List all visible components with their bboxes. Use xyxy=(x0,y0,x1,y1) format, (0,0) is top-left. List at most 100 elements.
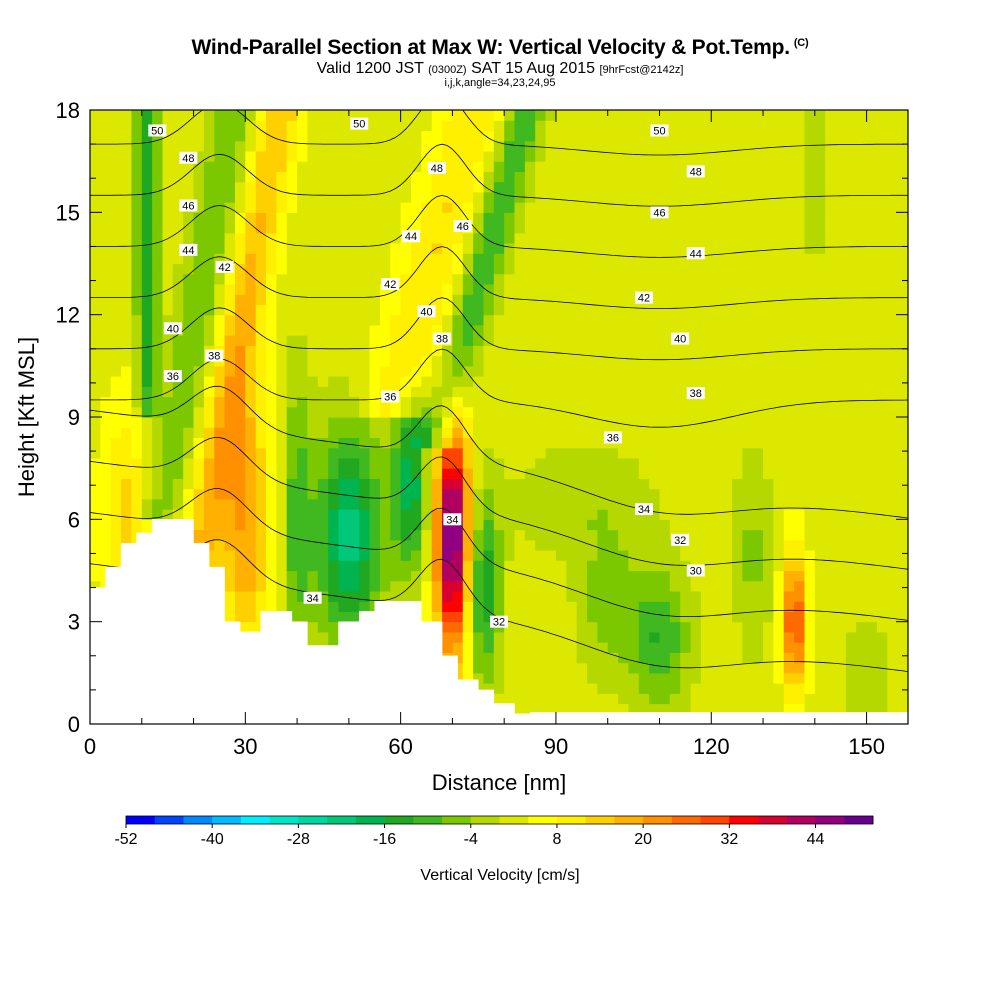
field-cell xyxy=(535,202,547,213)
field-cell xyxy=(669,191,681,203)
field-cell xyxy=(411,447,422,459)
field-cell xyxy=(866,294,878,305)
field-cell xyxy=(752,529,764,541)
field-cell xyxy=(411,171,422,183)
field-cell xyxy=(338,468,350,479)
field-cell xyxy=(100,140,112,152)
field-cell xyxy=(462,642,474,653)
field-cell xyxy=(152,457,164,469)
field-cell xyxy=(721,703,733,715)
field-cell xyxy=(131,386,143,398)
field-cell xyxy=(172,396,184,408)
field-cell xyxy=(887,621,899,633)
field-cell xyxy=(669,457,681,469)
field-cell xyxy=(504,140,516,152)
field-cell xyxy=(607,519,619,531)
field-cell xyxy=(659,570,671,582)
field-cell xyxy=(504,345,516,357)
field-cell xyxy=(804,345,816,357)
field-cell xyxy=(100,550,112,561)
field-cell xyxy=(587,703,598,715)
field-cell xyxy=(628,150,640,162)
field-cell xyxy=(514,703,526,715)
field-cell xyxy=(835,683,847,694)
field-cell xyxy=(162,304,174,316)
field-cell xyxy=(555,662,567,674)
field-cell xyxy=(794,161,806,172)
field-cell xyxy=(669,519,681,531)
field-cell xyxy=(773,580,785,592)
field-cell xyxy=(514,652,526,664)
field-cell xyxy=(421,509,433,520)
field-cell xyxy=(255,406,267,418)
field-cell xyxy=(317,509,329,520)
field-cell xyxy=(773,519,785,531)
field-cell xyxy=(555,519,567,531)
field-cell xyxy=(359,550,371,561)
field-cell xyxy=(835,672,847,684)
field-cell xyxy=(638,642,650,653)
field-cell xyxy=(359,314,371,326)
field-cell xyxy=(732,652,743,664)
field-cell xyxy=(618,468,630,479)
field-cell xyxy=(379,181,391,193)
field-cell xyxy=(90,386,101,398)
field-cell xyxy=(235,457,246,469)
field-cell xyxy=(866,191,878,203)
field-cell xyxy=(172,243,184,254)
field-cell xyxy=(732,529,743,541)
field-cell xyxy=(566,202,578,213)
field-cell xyxy=(555,202,567,213)
field-cell xyxy=(566,335,578,346)
field-cell xyxy=(659,529,671,541)
field-cell xyxy=(825,335,837,346)
field-cell xyxy=(545,324,557,336)
field-cell xyxy=(607,703,619,715)
field-cell xyxy=(235,171,246,183)
field-cell xyxy=(110,253,122,265)
field-cell xyxy=(121,335,133,346)
field-cell xyxy=(214,376,226,387)
field-cell xyxy=(379,294,391,305)
field-cell xyxy=(255,150,267,162)
field-cell xyxy=(576,355,588,367)
field-cell xyxy=(297,529,309,541)
field-cell xyxy=(711,417,723,428)
field-cell xyxy=(566,273,578,285)
field-cell xyxy=(452,488,464,500)
field-cell xyxy=(649,437,661,449)
field-cell xyxy=(794,457,806,469)
field-cell xyxy=(566,447,578,459)
field-cell xyxy=(152,202,164,213)
field-cell xyxy=(680,570,692,582)
field-cell xyxy=(535,550,547,561)
field-cell xyxy=(752,570,764,582)
field-cell xyxy=(276,345,288,357)
contour-label-bg xyxy=(490,615,508,628)
field-cell xyxy=(286,150,298,162)
field-cell xyxy=(887,539,899,551)
field-cell xyxy=(421,243,433,254)
field-cell xyxy=(752,335,764,346)
field-cell xyxy=(307,601,319,612)
field-cell xyxy=(193,314,205,326)
field-cell xyxy=(545,580,557,592)
field-cell xyxy=(700,120,712,131)
field-cell xyxy=(628,488,640,500)
field-cell xyxy=(183,304,195,316)
field-cell xyxy=(866,570,878,582)
field-cell xyxy=(255,355,267,367)
field-cell xyxy=(566,662,578,674)
field-cell xyxy=(887,335,899,346)
field-cell xyxy=(597,570,609,582)
field-cell xyxy=(535,140,547,152)
field-cell xyxy=(400,120,412,131)
field-cell xyxy=(545,304,557,316)
field-cell xyxy=(462,396,474,408)
field-cell xyxy=(825,488,837,500)
field-cell xyxy=(607,386,619,398)
field-cell xyxy=(121,417,133,428)
field-cell xyxy=(783,130,795,142)
field-cell xyxy=(690,621,702,633)
